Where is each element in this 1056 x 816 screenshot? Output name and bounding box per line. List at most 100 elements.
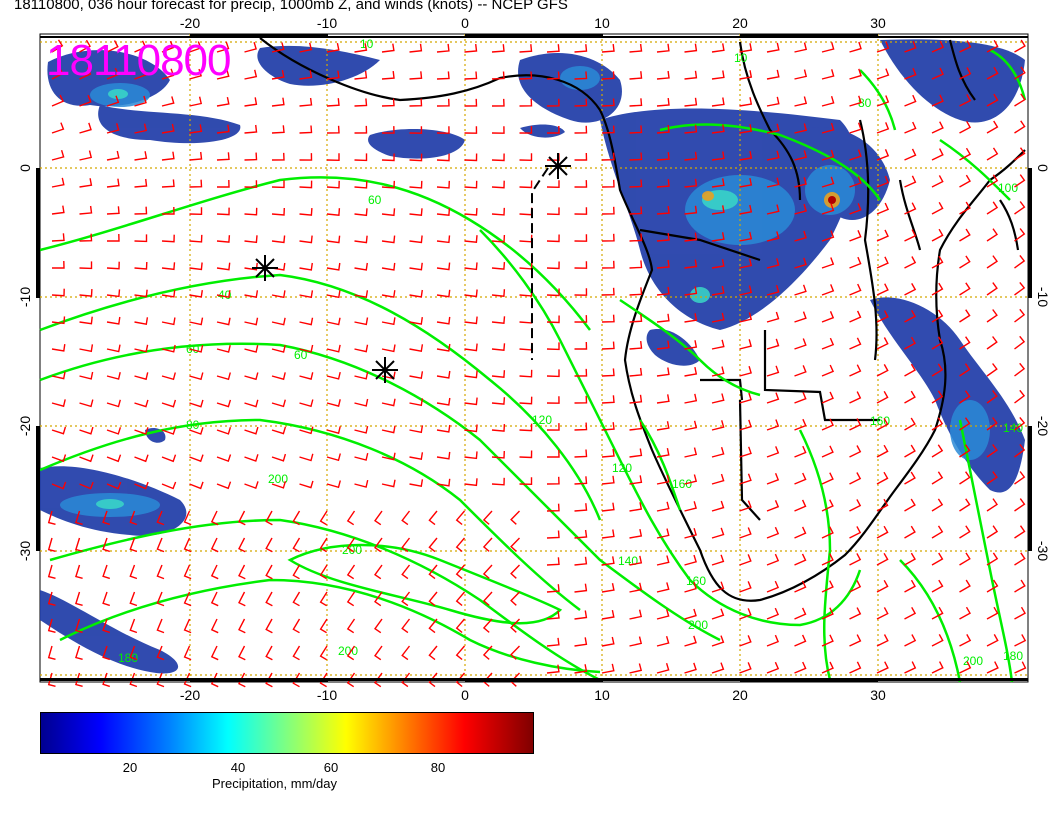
wind-barb: [574, 341, 588, 350]
wind-barb: [102, 537, 111, 553]
wind-barb: [381, 98, 395, 107]
wind-barb: [959, 120, 972, 134]
wind-barb: [106, 178, 120, 188]
wind-barb: [79, 261, 93, 270]
wind-barb: [210, 564, 219, 580]
wind-barb: [546, 234, 560, 243]
wind-barb: [931, 417, 944, 431]
wind-barb: [381, 479, 396, 488]
wind-barb: [876, 149, 890, 161]
wind-barb: [79, 233, 93, 242]
wind-barb: [931, 228, 944, 242]
wind-barb: [47, 591, 56, 606]
wind-barb: [711, 608, 725, 620]
wind-barb: [271, 480, 287, 489]
wind-barb: [161, 317, 176, 326]
wind-barb: [216, 290, 231, 299]
wind-barb: [794, 150, 808, 161]
wind-barb: [821, 257, 835, 269]
wind-barb: [766, 580, 780, 593]
wind-barb: [876, 41, 890, 53]
wind-barb: [409, 208, 423, 216]
wind-barb: [821, 472, 834, 485]
wind-barb: [482, 591, 493, 606]
wind-barb: [931, 363, 944, 377]
wind-barb: [684, 205, 698, 215]
wind-barb: [265, 510, 273, 526]
wind-barb: [326, 125, 340, 134]
wind-barb: [271, 290, 286, 299]
wind-barb: [271, 453, 287, 462]
contour-label: 80: [186, 418, 200, 432]
wind-barb: [711, 527, 725, 539]
wind-barb: [106, 150, 120, 161]
wind-barb: [491, 370, 506, 378]
wind-barb: [574, 125, 588, 134]
wind-barb: [326, 208, 341, 216]
wind-barb: [656, 43, 670, 53]
wind-barb: [299, 262, 313, 271]
wind-barb: [931, 579, 944, 593]
lon-tick-top: 10: [594, 15, 610, 31]
wind-barb: [156, 537, 165, 553]
wind-barb: [428, 537, 438, 553]
wind-barb: [684, 581, 697, 593]
wind-barb: [216, 207, 230, 216]
wind-barb: [986, 661, 999, 674]
wind-barb: [346, 591, 356, 607]
wind-barb: [271, 42, 285, 53]
wind-barb: [821, 337, 835, 350]
wind-barb: [409, 180, 423, 189]
wind-barb: [409, 262, 423, 271]
wind-barb: [821, 634, 834, 647]
wind-barb: [684, 232, 698, 242]
wind-barb: [601, 287, 615, 296]
wind-barb: [684, 447, 698, 458]
wind-barb: [601, 125, 615, 134]
wind-barb: [346, 537, 356, 553]
wind-barb: [821, 418, 834, 431]
wind-barb: [546, 261, 560, 270]
wind-barb: [601, 502, 615, 512]
wind-barb: [482, 564, 493, 579]
wind-barb: [904, 229, 917, 242]
wind-barb: [79, 150, 93, 161]
wind-barb: [684, 554, 697, 566]
contour-label: 160: [672, 477, 692, 491]
wind-barb: [739, 97, 753, 107]
wind-barb: [931, 309, 944, 323]
wind-barb: [319, 591, 328, 607]
wind-barb: [546, 503, 560, 512]
wind-barb: [821, 580, 834, 593]
wind-barb: [216, 426, 232, 435]
wind-barb: [183, 537, 192, 553]
wind-barb: [766, 42, 780, 53]
wind-barb: [326, 262, 341, 271]
wind-barb: [876, 175, 890, 188]
wind-barb: [739, 365, 752, 377]
wind-barb: [161, 96, 175, 107]
wind-barb: [79, 399, 94, 408]
wind-barb: [299, 70, 313, 80]
wind-barb: [436, 478, 451, 487]
run-date-label: 18110800: [46, 36, 231, 85]
wind-barb: [491, 126, 505, 134]
wind-barb: [904, 121, 917, 134]
wind-barb: [574, 315, 588, 323]
wind-barb: [766, 258, 780, 269]
wind-barb: [601, 44, 615, 53]
wind-barb: [876, 229, 889, 242]
wind-barb: [1014, 147, 1026, 161]
wind-barb: [381, 317, 396, 326]
wind-barb: [354, 344, 369, 353]
wind-barb: [161, 234, 175, 243]
wind-barb: [656, 98, 670, 107]
wind-barb: [79, 454, 94, 463]
wind-barb: [656, 528, 670, 539]
contour-label: 40: [218, 288, 232, 302]
wind-barb: [374, 564, 383, 580]
lon-tick-bottom: -20: [180, 687, 200, 700]
wind-barb: [931, 336, 944, 350]
wind-barb: [986, 93, 999, 107]
wind-barb: [319, 645, 328, 661]
